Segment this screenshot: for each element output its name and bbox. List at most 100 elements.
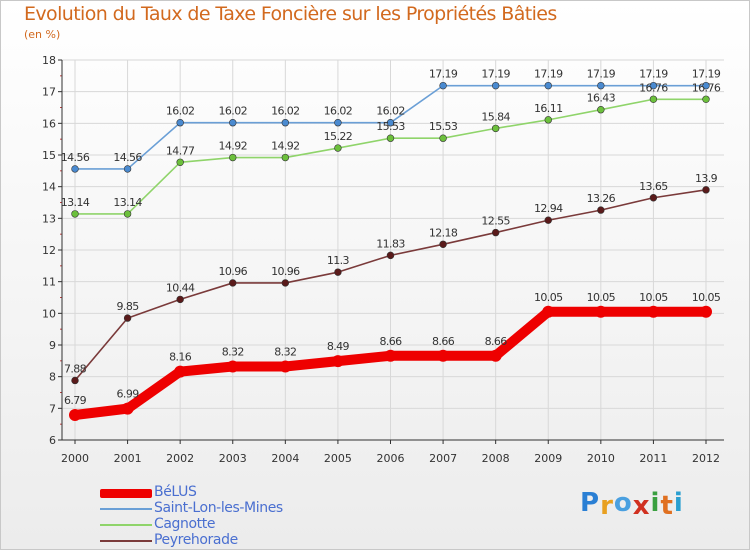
y-tick-label: 10 bbox=[42, 307, 56, 320]
data-label: 16.11 bbox=[534, 102, 563, 115]
x-tick-label: 2011 bbox=[639, 452, 667, 465]
legend: BéLUS Saint-Lon-les-Mines Cagnotte Peyrehor… bbox=[100, 484, 360, 549]
data-point bbox=[542, 305, 555, 318]
data-point bbox=[649, 194, 658, 202]
legend-swatch bbox=[100, 540, 152, 542]
data-point bbox=[437, 349, 450, 362]
data-point bbox=[647, 305, 660, 318]
data-label: 15.22 bbox=[324, 130, 353, 143]
data-point bbox=[649, 81, 658, 90]
data-point bbox=[597, 206, 605, 214]
logo-letter: i bbox=[650, 488, 661, 518]
data-point bbox=[439, 81, 447, 90]
legend-label: Cagnotte bbox=[154, 516, 216, 532]
data-label: 16.02 bbox=[271, 105, 300, 118]
data-point bbox=[229, 279, 237, 287]
data-label: 15.84 bbox=[481, 110, 510, 123]
data-point bbox=[229, 118, 237, 127]
data-point bbox=[702, 95, 710, 103]
data-label: 16.02 bbox=[166, 105, 195, 118]
data-label: 16.02 bbox=[376, 105, 405, 118]
data-point bbox=[491, 81, 500, 90]
data-point bbox=[594, 305, 607, 318]
data-label: 14.92 bbox=[219, 140, 248, 153]
legend-swatch bbox=[100, 508, 152, 510]
data-point bbox=[71, 376, 79, 385]
logo-letter: r bbox=[600, 491, 614, 521]
data-label: 16.43 bbox=[587, 92, 616, 105]
data-label: 17.19 bbox=[534, 68, 563, 81]
data-point bbox=[279, 360, 292, 373]
x-tick-label: 2010 bbox=[587, 452, 615, 465]
data-point bbox=[384, 349, 397, 362]
data-label: 17.19 bbox=[587, 68, 616, 81]
data-label: 14.56 bbox=[61, 151, 90, 164]
legend-label: BéLUS bbox=[154, 484, 197, 500]
data-point bbox=[386, 251, 395, 260]
data-label: 14.92 bbox=[271, 140, 300, 153]
data-label: 8.66 bbox=[379, 335, 402, 348]
data-point bbox=[334, 268, 342, 276]
data-label: 8.49 bbox=[327, 340, 350, 353]
logo-letter: o bbox=[613, 488, 633, 518]
y-tick-label: 17 bbox=[42, 86, 56, 99]
x-tick-label: 2005 bbox=[324, 452, 352, 465]
data-point bbox=[702, 186, 710, 194]
data-point bbox=[123, 314, 132, 322]
chart-title: Evolution du Taux de Taxe Foncière sur l… bbox=[24, 3, 557, 25]
x-tick-label: 2003 bbox=[219, 452, 247, 465]
data-label: 8.66 bbox=[485, 335, 508, 348]
data-label: 16.76 bbox=[692, 81, 721, 94]
data-label: 8.32 bbox=[222, 346, 244, 359]
data-label: 15.53 bbox=[429, 120, 458, 133]
y-tick-label: 13 bbox=[42, 212, 56, 225]
data-label: 16.76 bbox=[639, 81, 668, 94]
y-tick-label: 9 bbox=[49, 339, 56, 352]
x-tick-label: 2008 bbox=[482, 452, 510, 465]
data-point bbox=[334, 144, 342, 152]
x-tick-label: 2009 bbox=[534, 452, 562, 465]
data-label: 12.18 bbox=[429, 226, 458, 239]
data-point bbox=[489, 349, 502, 362]
data-point bbox=[226, 360, 239, 373]
logo-letter: t bbox=[660, 491, 674, 521]
y-tick-label: 14 bbox=[42, 181, 56, 194]
data-point bbox=[544, 216, 552, 224]
data-label: 13.14 bbox=[113, 196, 142, 209]
data-point bbox=[281, 279, 290, 287]
data-point bbox=[702, 81, 710, 90]
x-tick-label: 2004 bbox=[271, 452, 299, 465]
y-tick-label: 15 bbox=[42, 149, 56, 162]
data-label: 14.77 bbox=[166, 144, 195, 157]
y-tick-label: 8 bbox=[49, 371, 56, 384]
logo-letter: i bbox=[673, 488, 684, 518]
data-label: 13.26 bbox=[587, 192, 616, 205]
data-label: 10.05 bbox=[534, 291, 563, 304]
x-tick-label: 2001 bbox=[114, 452, 142, 465]
legend-label: Saint-Lon-les-Mines bbox=[154, 500, 283, 516]
data-label: 13.9 bbox=[695, 172, 718, 185]
legend-item: BéLUS bbox=[100, 484, 360, 501]
legend-item: Peyrehorade bbox=[100, 532, 360, 549]
data-label: 13.65 bbox=[639, 180, 668, 193]
data-point bbox=[176, 158, 184, 166]
data-label: 12.55 bbox=[481, 215, 510, 228]
data-point bbox=[71, 210, 79, 218]
data-point bbox=[649, 95, 658, 103]
y-tick-label: 11 bbox=[42, 276, 56, 289]
x-tick-label: 2007 bbox=[429, 452, 457, 465]
data-label: 8.66 bbox=[432, 335, 455, 348]
data-point bbox=[69, 408, 81, 421]
data-label: 17.19 bbox=[692, 68, 721, 81]
data-point bbox=[439, 240, 447, 249]
data-label: 17.19 bbox=[639, 68, 668, 81]
data-point bbox=[176, 118, 184, 127]
data-label: 8.16 bbox=[169, 351, 192, 364]
data-point bbox=[597, 81, 605, 90]
data-point bbox=[71, 165, 79, 173]
legend-item: Saint-Lon-les-Mines bbox=[100, 500, 360, 517]
data-label: 10.44 bbox=[166, 281, 195, 294]
data-label: 10.05 bbox=[692, 291, 721, 304]
data-point bbox=[123, 210, 132, 218]
data-label: 13.14 bbox=[61, 196, 90, 209]
